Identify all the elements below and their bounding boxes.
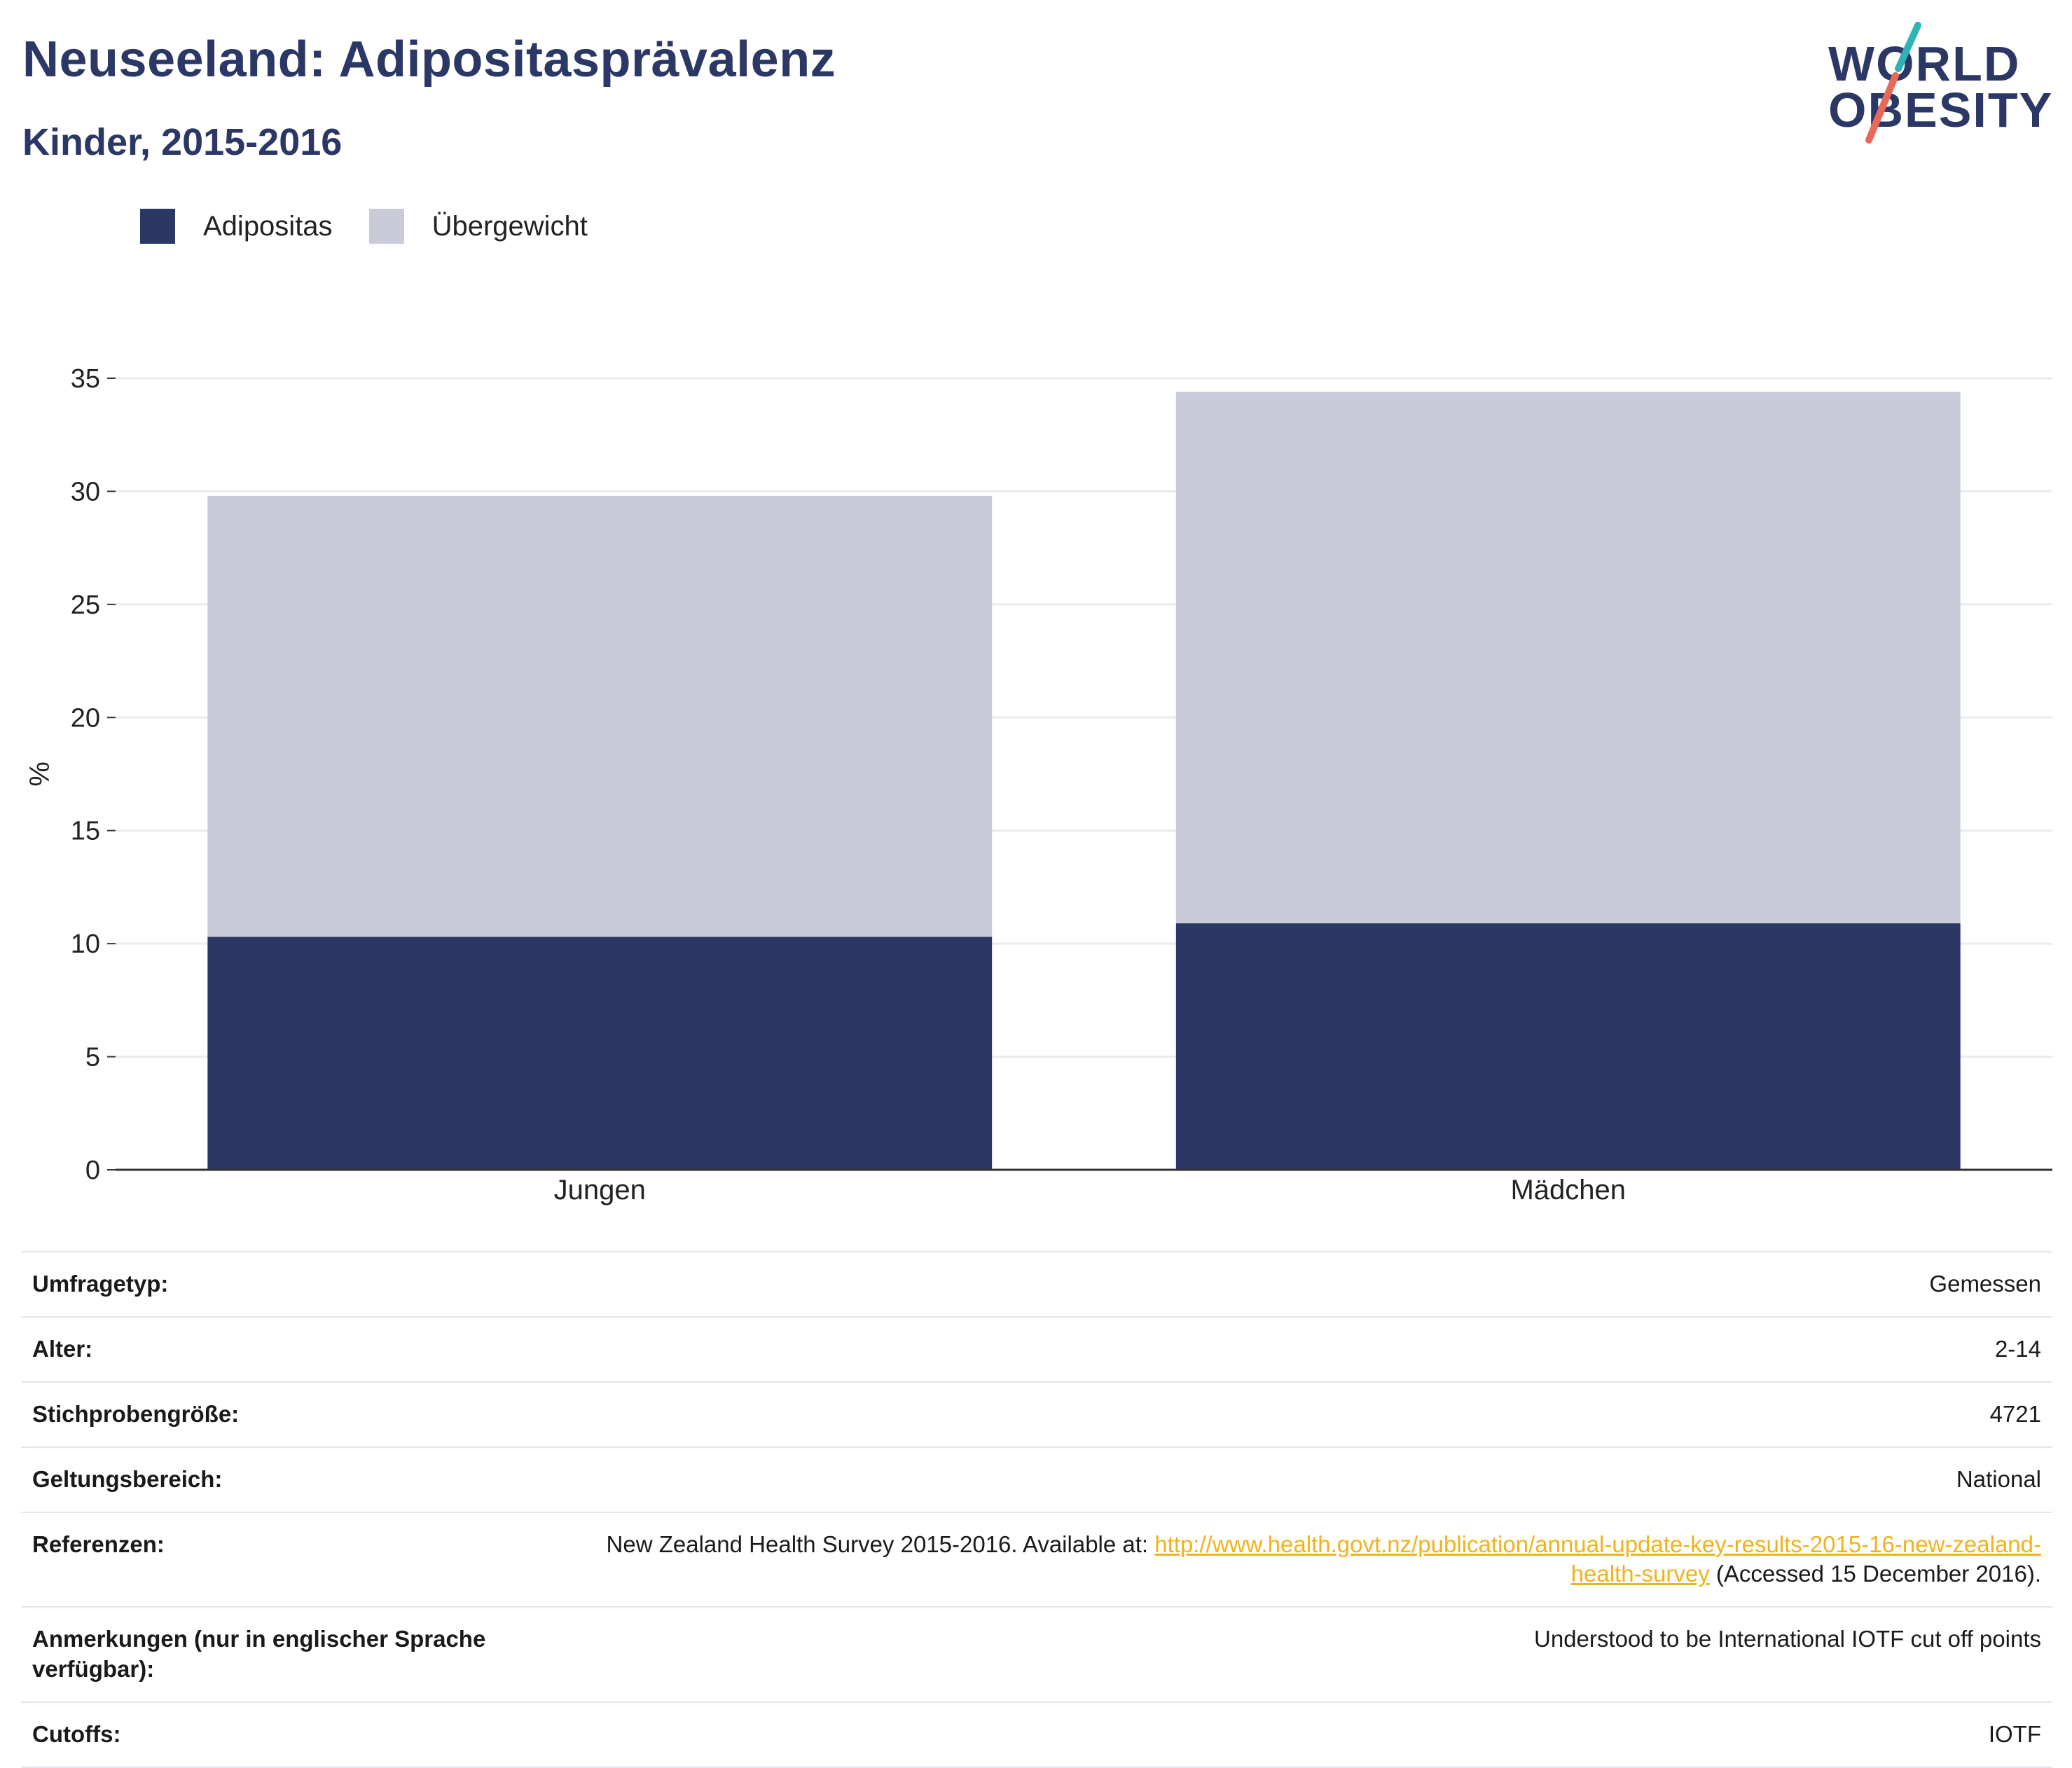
reference-text: New Zealand Health Survey 2015-2016. Ava…	[606, 1531, 1155, 1557]
info-row-sample-size: Stichprobengröße: 4721	[21, 1381, 2052, 1447]
legend-label-adipositas: Adipositas	[203, 210, 333, 242]
y-tick-label: 10	[71, 930, 100, 959]
stacked-bar-chart: 0 5 10 15 20 25 30 35% Jungen Mädchen	[25, 364, 2052, 1206]
info-row-survey-type: Umfragetyp: Gemessen	[21, 1252, 2052, 1317]
chart-title: Neuseeland: Adipositasprävalenz	[22, 32, 836, 88]
info-row-age: Alter: 2-14	[21, 1316, 2052, 1382]
x-tick-label: Mädchen	[1510, 1175, 1626, 1206]
y-tick-label: 5	[85, 1043, 100, 1072]
logo-line-1: WORLD	[1828, 36, 2021, 91]
info-label: Referenzen:	[32, 1531, 165, 1557]
y-tick-label: 30	[71, 477, 100, 506]
chart-subtitle: Kinder, 2015-2016	[22, 121, 343, 163]
reference-link[interactable]: http://www.health.govt.nz/publication/an…	[1154, 1531, 2041, 1587]
info-value: New Zealand Health Survey 2015-2016. Ava…	[548, 1512, 2052, 1608]
info-label: Geltungsbereich:	[32, 1465, 223, 1492]
legend-swatch-adipositas	[140, 209, 175, 244]
info-label: Stichprobengröße:	[32, 1400, 240, 1427]
info-row-references: Referenzen: New Zealand Health Survey 20…	[21, 1512, 2052, 1608]
reference-accessed: (Accessed 15 December 2016).	[1709, 1561, 2041, 1587]
bar-adipositas-1	[1175, 923, 1961, 1170]
info-value: National	[1956, 1465, 2041, 1492]
info-label: Cutoffs:	[32, 1721, 121, 1748]
bar-uebergewicht-0	[207, 495, 993, 937]
world-obesity-logo: WORLD OBESITY	[1828, 20, 2059, 147]
legend-item-adipositas: Adipositas	[140, 209, 333, 244]
info-row-coverage: Geltungsbereich: National	[21, 1446, 2052, 1512]
legend-swatch-uebergewicht	[368, 209, 404, 244]
legend-item-uebergewicht: Übergewicht	[368, 209, 588, 244]
bar-uebergewicht-1	[1175, 392, 1961, 924]
info-label: Umfragetyp:	[32, 1271, 169, 1297]
info-value: Gemessen	[1929, 1271, 2041, 1297]
info-label: Alter:	[32, 1335, 93, 1362]
logo-line-2: OBESITY	[1828, 83, 2054, 137]
legend-label-uebergewicht: Übergewicht	[431, 210, 588, 242]
info-row-notes: Anmerkungen (nur in englischer Sprache v…	[21, 1607, 2052, 1702]
info-value: 4721	[1989, 1400, 2041, 1427]
info-label: Anmerkungen (nur in englischer Sprache v…	[32, 1626, 486, 1683]
y-axis-title: %	[25, 761, 55, 787]
bar-adipositas-0	[207, 937, 993, 1170]
info-row-cutoffs: Cutoffs: IOTF	[21, 1702, 2052, 1768]
x-tick-label: Jungen	[554, 1175, 646, 1206]
y-tick-label: 25	[71, 591, 100, 620]
info-value: 2-14	[1994, 1335, 2041, 1362]
survey-info-table: Umfragetyp: Gemessen Alter: 2-14 Stichpr…	[21, 1251, 2052, 1768]
logo-slash-icon	[1865, 22, 1921, 144]
y-tick-label: 35	[71, 364, 100, 394]
y-tick-label: 20	[71, 703, 100, 733]
chart-legend: Adipositas Übergewicht	[140, 207, 624, 245]
info-value: IOTF	[1988, 1721, 2041, 1748]
y-tick-label: 0	[85, 1156, 100, 1185]
y-tick-label: 15	[71, 817, 100, 846]
info-value: Understood to be International IOTF cut …	[1534, 1626, 2041, 1652]
